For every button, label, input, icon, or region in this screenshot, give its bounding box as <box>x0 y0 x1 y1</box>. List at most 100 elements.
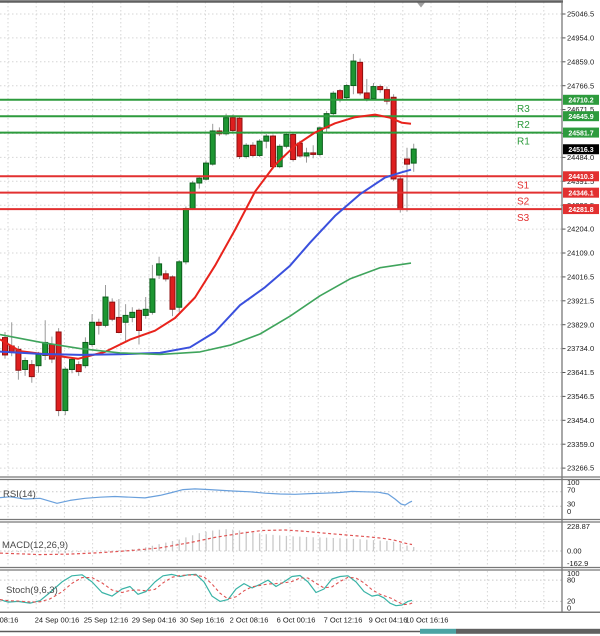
macd-scale-label: 228.87 <box>567 522 590 531</box>
candle-up <box>189 182 196 210</box>
candle-down <box>109 301 116 320</box>
price-tick-label: 24671.5 <box>567 105 594 114</box>
candle-down <box>48 343 55 360</box>
macd-label: MACD(12,26,9) <box>2 540 68 551</box>
time-label: 08:16 <box>0 616 18 625</box>
price-tick-label: 24391.5 <box>567 177 594 186</box>
stoch-label: Stoch(9,6,3) <box>6 585 58 596</box>
time-label: 30 Sep 16:16 <box>180 616 225 625</box>
stoch-scale-label: 20 <box>567 597 575 606</box>
candle-down <box>236 117 243 157</box>
price-tick-label: 24109.0 <box>567 249 594 258</box>
candle-down <box>229 117 236 131</box>
ma-medium-blue-line <box>0 168 412 356</box>
price-tick-label: 25046.5 <box>567 10 594 19</box>
ma-slow-green-line <box>0 262 412 356</box>
pivot-label-r3: R3 <box>517 104 530 115</box>
pivot-badge-s2-text: 24346.1 <box>568 190 593 197</box>
price-tick-label: 24766.5 <box>567 81 594 90</box>
candle-down <box>75 364 82 373</box>
price-tick-label: 24016.5 <box>567 273 594 282</box>
candle-up <box>149 278 156 313</box>
candle-up <box>316 127 323 155</box>
candle-up <box>343 85 350 99</box>
candle-up <box>62 368 69 412</box>
pivot-badge-s3-text: 24281.8 <box>568 207 593 214</box>
pivot-label-s3: S3 <box>517 213 530 224</box>
candle-up <box>122 314 129 323</box>
pivot-badge-r3-text: 24710.2 <box>568 98 593 105</box>
candle-up <box>35 353 42 367</box>
pivot-label-s1: S1 <box>517 180 530 191</box>
time-axis: 08:16 24 Sep 00:16 25 Sep 12:16 29 Sep 04:1… <box>0 616 448 625</box>
time-label: 9 Oct 04:16 <box>369 616 408 625</box>
candle-down <box>136 309 142 331</box>
price-tick-label: 23829.0 <box>567 320 594 329</box>
candle-down <box>310 152 317 155</box>
macd-histogram <box>4 529 415 554</box>
candlestick-series <box>2 53 417 417</box>
pivot-badge-r2-text: 24645.9 <box>568 114 593 121</box>
candle-down <box>115 316 122 333</box>
candle-down <box>404 158 410 165</box>
candle-up <box>350 60 357 87</box>
pivot-badge-s3 <box>563 204 599 215</box>
price-tick-label: 23641.5 <box>567 368 594 377</box>
candle-down <box>337 90 343 101</box>
candle-down <box>377 86 384 91</box>
time-label: 7 Oct 12:16 <box>324 616 363 625</box>
candle-up <box>22 360 29 370</box>
pivot-lines: R3 R2 R1 S1 S2 S3 <box>0 98 562 224</box>
candle-up <box>102 296 109 326</box>
candle-down <box>357 61 364 94</box>
bottom-scrollbar <box>0 628 600 634</box>
candle-up <box>276 145 283 168</box>
time-label: 10 Oct 16:16 <box>406 616 449 625</box>
candle-down <box>249 144 256 156</box>
candle-up <box>209 130 216 165</box>
scrollbar-segment <box>456 628 600 634</box>
price-tick-label: 24859.0 <box>567 57 594 66</box>
time-label: 6 Oct 00:16 <box>277 616 316 625</box>
candle-down <box>296 142 303 157</box>
candle-up <box>370 86 377 100</box>
pivot-badge-r1 <box>563 127 599 138</box>
price-tick-label: 23359.0 <box>567 440 594 449</box>
ma-fast-red-line <box>0 113 412 360</box>
stoch-k-line <box>0 573 413 607</box>
price-tick-label: 23921.5 <box>567 296 594 305</box>
candle-up <box>263 135 270 142</box>
rsi-scale-label: 70 <box>567 486 575 495</box>
scrollbar-thumb[interactable] <box>420 628 456 634</box>
stoch-scale-label: 80 <box>567 576 575 585</box>
candle-up <box>69 359 75 370</box>
pivot-label-r2: R2 <box>517 120 530 131</box>
candle-up <box>156 263 163 276</box>
time-label: 2 Oct 08:16 <box>230 616 269 625</box>
panel-borders <box>0 0 600 614</box>
candle-up <box>142 308 149 316</box>
candle-down <box>28 364 35 378</box>
candle-down <box>2 337 8 356</box>
candle-up <box>176 261 183 308</box>
pivot-badge-r2 <box>563 111 599 122</box>
candle-down <box>390 96 397 180</box>
rsi-scale-label: 100 <box>567 478 580 487</box>
candle-up <box>283 134 290 147</box>
macd-scale-label: 0.00 <box>567 547 582 556</box>
pivot-label-s2: S2 <box>517 197 530 208</box>
indicator-panels: RSI(14)10070300MACD(12,26,9)228.870.00-1… <box>0 478 590 613</box>
candle-down <box>363 92 370 100</box>
candle-down <box>169 276 176 310</box>
pivot-badge-r3 <box>563 94 599 105</box>
pivot-badge-s1-text: 24410.3 <box>568 174 593 181</box>
time-label: 29 Sep 04:16 <box>132 616 177 625</box>
price-tick-label: 23454.0 <box>567 416 594 425</box>
candle-up <box>303 152 310 157</box>
candle-up <box>196 177 203 184</box>
pivot-badge-r1-text: 24581.7 <box>568 130 593 137</box>
candle-up <box>89 321 96 345</box>
stoch-scale-label: 100 <box>567 569 580 578</box>
